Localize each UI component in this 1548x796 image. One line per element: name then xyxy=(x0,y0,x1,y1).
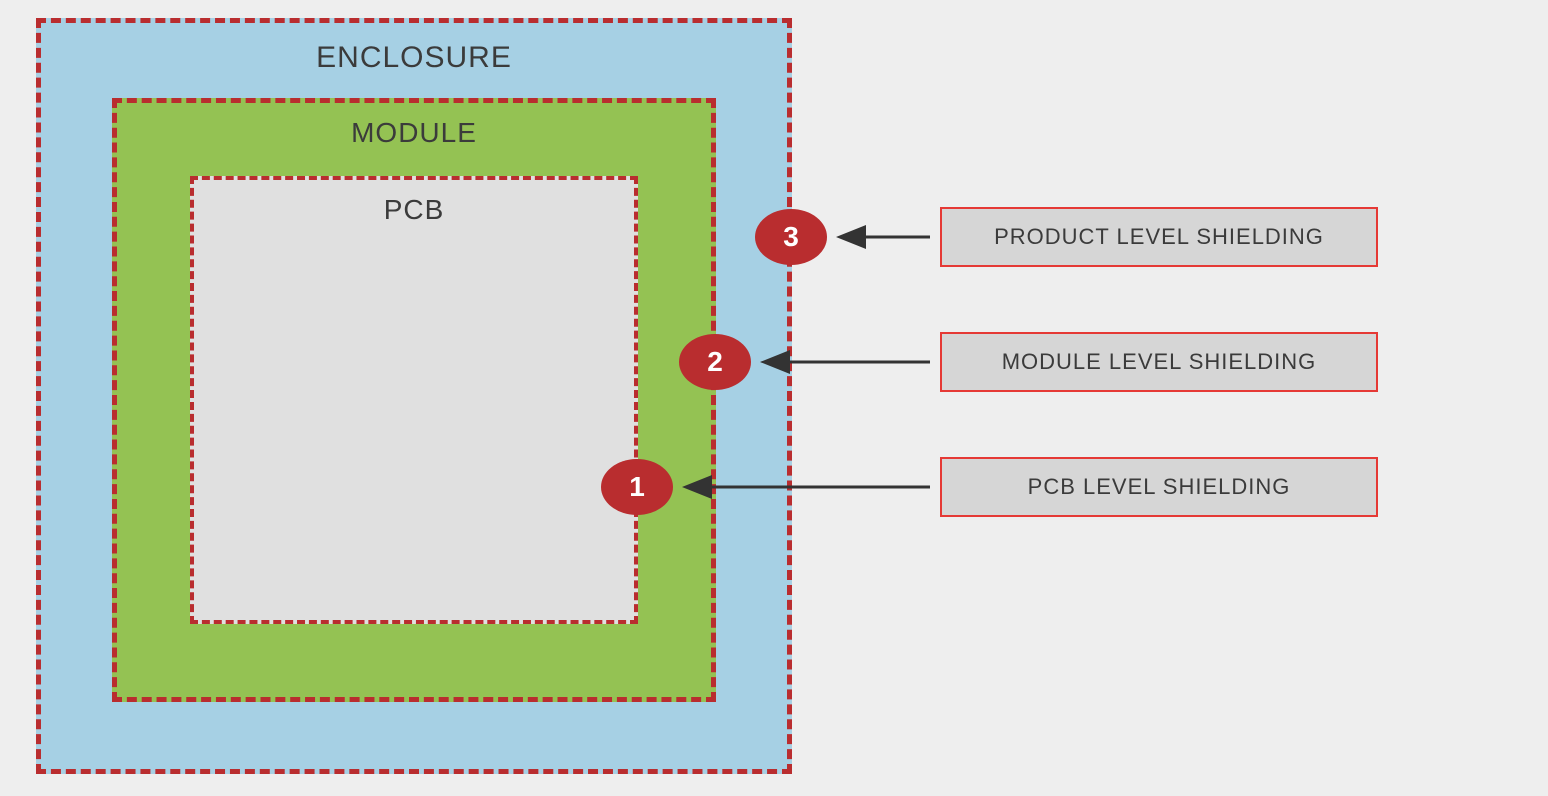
module-label: MODULE xyxy=(117,117,711,149)
legend-1: PCB LEVEL SHIELDING xyxy=(940,457,1378,517)
legend-1-label: PCB LEVEL SHIELDING xyxy=(1028,474,1291,500)
badge-2: 2 xyxy=(679,334,751,390)
legend-3-label: PRODUCT LEVEL SHIELDING xyxy=(994,224,1324,250)
badge-3: 3 xyxy=(755,209,827,265)
pcb-box: PCB xyxy=(190,176,638,624)
badge-1: 1 xyxy=(601,459,673,515)
enclosure-label: ENCLOSURE xyxy=(41,41,787,75)
legend-3: PRODUCT LEVEL SHIELDING xyxy=(940,207,1378,267)
pcb-label: PCB xyxy=(194,194,634,226)
legend-2: MODULE LEVEL SHIELDING xyxy=(940,332,1378,392)
legend-2-label: MODULE LEVEL SHIELDING xyxy=(1002,349,1317,375)
